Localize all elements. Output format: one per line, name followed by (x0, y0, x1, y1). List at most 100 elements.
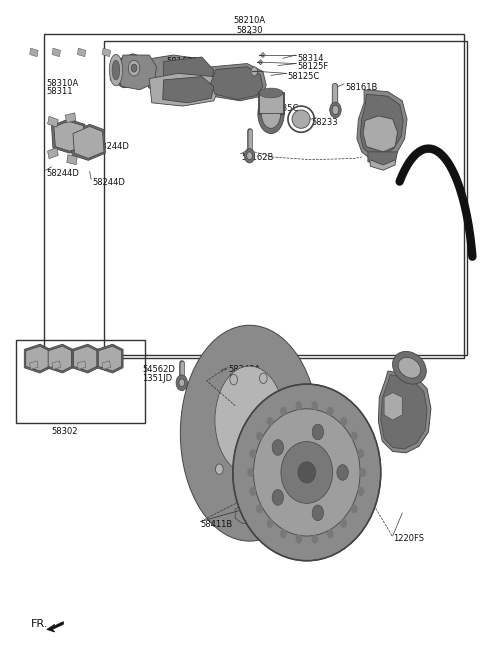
Text: 58310A: 58310A (47, 79, 79, 87)
Text: 1351JD: 1351JD (142, 374, 172, 383)
Polygon shape (47, 622, 63, 632)
Bar (104, 41, 467, 355)
Ellipse shape (398, 357, 420, 378)
Polygon shape (47, 344, 73, 373)
Circle shape (216, 464, 223, 474)
Polygon shape (26, 346, 49, 371)
Polygon shape (77, 361, 86, 369)
Polygon shape (149, 74, 218, 106)
Polygon shape (378, 371, 431, 453)
Polygon shape (368, 152, 397, 166)
Text: 58314: 58314 (297, 54, 324, 62)
Ellipse shape (215, 366, 284, 474)
Bar (44, 34, 464, 358)
Text: 58125C: 58125C (288, 72, 320, 81)
Circle shape (131, 64, 137, 72)
Circle shape (327, 407, 334, 416)
Polygon shape (54, 121, 85, 151)
Polygon shape (259, 93, 283, 112)
Text: 58243A: 58243A (228, 365, 260, 374)
Polygon shape (235, 504, 262, 524)
Polygon shape (384, 393, 402, 420)
Circle shape (247, 468, 254, 477)
Ellipse shape (240, 426, 283, 492)
Circle shape (312, 505, 324, 521)
Polygon shape (48, 346, 72, 371)
Text: 58411B: 58411B (201, 520, 233, 528)
Text: 58244: 58244 (228, 374, 254, 383)
Circle shape (179, 379, 185, 387)
Polygon shape (258, 92, 284, 114)
Circle shape (296, 401, 302, 411)
Circle shape (176, 375, 188, 391)
Circle shape (244, 148, 255, 163)
Circle shape (260, 373, 267, 384)
Polygon shape (258, 60, 263, 65)
Text: 58163B: 58163B (166, 57, 199, 66)
Circle shape (312, 424, 324, 440)
Text: 58244D: 58244D (97, 142, 130, 151)
Circle shape (340, 417, 347, 426)
Text: 58244D: 58244D (92, 178, 125, 187)
Circle shape (250, 449, 256, 458)
Circle shape (250, 487, 256, 496)
Polygon shape (98, 346, 121, 371)
Text: 58161B: 58161B (345, 83, 377, 91)
Circle shape (272, 440, 284, 455)
Polygon shape (357, 90, 407, 160)
Polygon shape (261, 53, 265, 58)
Polygon shape (52, 361, 60, 369)
Ellipse shape (253, 409, 360, 536)
Polygon shape (67, 154, 77, 165)
Circle shape (273, 470, 280, 480)
Circle shape (272, 489, 284, 505)
Polygon shape (163, 77, 214, 102)
Ellipse shape (112, 60, 120, 80)
Polygon shape (210, 67, 263, 99)
Polygon shape (51, 119, 86, 153)
Circle shape (251, 67, 258, 76)
Text: 1220FS: 1220FS (393, 534, 424, 543)
Circle shape (337, 464, 348, 480)
Circle shape (351, 432, 358, 441)
Bar (16, 340, 144, 423)
Polygon shape (73, 346, 97, 371)
Polygon shape (52, 48, 60, 57)
Polygon shape (30, 361, 38, 369)
Polygon shape (360, 95, 403, 155)
Circle shape (256, 505, 263, 513)
Text: 58302: 58302 (51, 426, 78, 436)
Polygon shape (72, 344, 98, 373)
Circle shape (249, 487, 257, 497)
Circle shape (312, 535, 318, 544)
Polygon shape (65, 113, 76, 123)
Text: 58235C: 58235C (266, 104, 299, 113)
Ellipse shape (262, 99, 281, 128)
Text: FR.: FR. (31, 620, 48, 629)
Circle shape (340, 519, 347, 528)
Polygon shape (77, 48, 86, 57)
Circle shape (280, 407, 287, 416)
Ellipse shape (393, 351, 426, 384)
Polygon shape (30, 48, 38, 57)
Circle shape (330, 102, 341, 118)
Ellipse shape (292, 110, 310, 128)
Polygon shape (71, 124, 106, 160)
Ellipse shape (259, 88, 283, 98)
Polygon shape (148, 55, 211, 95)
Circle shape (247, 152, 252, 160)
Polygon shape (24, 344, 50, 373)
Circle shape (358, 449, 364, 458)
Ellipse shape (233, 384, 381, 560)
Polygon shape (48, 116, 58, 127)
Circle shape (332, 105, 339, 114)
Circle shape (266, 519, 273, 528)
Text: 58210A: 58210A (233, 16, 265, 25)
Polygon shape (164, 57, 214, 92)
Ellipse shape (258, 95, 284, 133)
Circle shape (351, 505, 358, 513)
Ellipse shape (109, 55, 122, 86)
Polygon shape (363, 116, 397, 152)
Polygon shape (48, 148, 58, 158)
Text: 58230: 58230 (236, 26, 263, 35)
